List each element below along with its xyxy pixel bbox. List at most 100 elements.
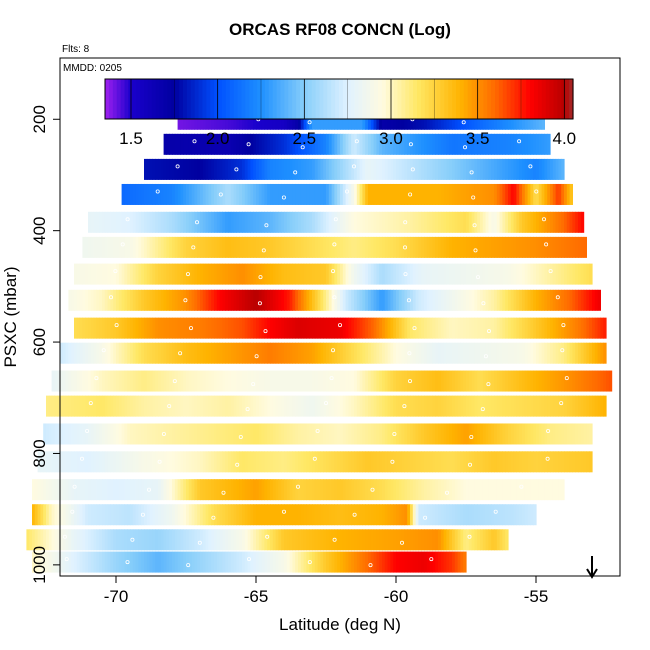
heat-cell (482, 342, 487, 364)
heat-cell (233, 289, 237, 311)
heat-cell (132, 479, 137, 501)
heat-cell (351, 395, 355, 417)
heat-cell (127, 236, 131, 258)
heat-cell (118, 317, 123, 339)
heat-cell (121, 342, 125, 364)
heat-cell (440, 370, 445, 392)
heat-cell (608, 370, 613, 392)
heat-cell (163, 289, 167, 311)
heat-cell (292, 263, 296, 285)
heat-cell (278, 289, 282, 311)
sample-marker (234, 167, 239, 172)
heat-cell (513, 183, 517, 205)
heat-cell (342, 529, 347, 551)
heat-cell (242, 423, 246, 445)
heat-cell (144, 211, 148, 233)
colorbar-cell (268, 79, 274, 119)
heat-cell (272, 289, 277, 311)
heat-cell (186, 211, 190, 233)
sample-marker (238, 434, 243, 439)
heat-cell (284, 133, 288, 155)
colorbar-cell (175, 79, 180, 119)
heat-cell (513, 158, 517, 180)
heat-cell (116, 317, 120, 339)
heat-cell (121, 370, 125, 392)
heat-cell (163, 236, 167, 258)
heat-cell (412, 263, 417, 285)
heat-cell (264, 133, 268, 155)
heat-cell (533, 317, 537, 339)
heat-cell (337, 263, 341, 285)
heat-cell (76, 289, 81, 311)
heat-cell (496, 479, 501, 501)
heat-cell (443, 551, 447, 573)
heat-cell (505, 479, 509, 501)
sample-marker (281, 195, 286, 200)
heat-cell (93, 236, 97, 258)
heat-cell (132, 423, 137, 445)
heat-cell (253, 423, 257, 445)
heat-cell (253, 133, 257, 155)
heat-cell (435, 529, 439, 551)
heat-cell (214, 236, 218, 258)
heat-cell (188, 263, 193, 285)
heat-cell (457, 158, 461, 180)
heat-cell (258, 551, 263, 573)
heat-cell (250, 370, 254, 392)
heat-cell (74, 504, 78, 526)
heat-cell (530, 504, 534, 526)
heat-cell (410, 133, 414, 155)
heat-cell (510, 263, 515, 285)
heat-cell (586, 451, 590, 473)
sample-marker (155, 189, 160, 194)
heat-cell (454, 158, 459, 180)
heat-cell (121, 263, 125, 285)
heat-cell (488, 451, 492, 473)
heat-cell (214, 289, 218, 311)
heat-cell (491, 451, 495, 473)
heat-cell (345, 451, 349, 473)
heat-cell (522, 451, 526, 473)
sample-marker (315, 428, 320, 433)
heat-cell (186, 289, 190, 311)
heat-cell (90, 370, 95, 392)
sample-marker (546, 428, 551, 433)
heat-cell (480, 423, 484, 445)
heat-cell (155, 211, 159, 233)
heat-cell (275, 529, 279, 551)
heat-cell (247, 479, 251, 501)
heat-cell (200, 395, 204, 417)
heat-cell (396, 183, 400, 205)
heat-cell (334, 370, 338, 392)
heat-cell (312, 395, 316, 417)
heat-cell (432, 211, 436, 233)
colorbar-cell (424, 79, 430, 119)
sample-marker (72, 484, 77, 489)
heat-cell (580, 370, 585, 392)
colorbar-cell (366, 79, 371, 119)
heat-cell (536, 236, 540, 258)
heat-cell (169, 370, 173, 392)
heat-cell (295, 551, 299, 573)
heat-cell (113, 551, 117, 573)
heat-cell (146, 551, 151, 573)
heat-cell (160, 158, 165, 180)
heat-cell (130, 479, 134, 501)
heat-cell (454, 236, 459, 258)
heat-cell (519, 158, 523, 180)
heat-cell (236, 504, 240, 526)
heat-cell (102, 263, 106, 285)
heat-cell (474, 529, 478, 551)
heat-cell (250, 289, 254, 311)
heat-cell (373, 289, 377, 311)
heat-cell (200, 158, 204, 180)
heat-cell (303, 236, 307, 258)
heat-cell (477, 211, 481, 233)
heat-cell (510, 317, 515, 339)
heat-cell (146, 529, 151, 551)
heat-cell (323, 158, 327, 180)
heat-cell (93, 479, 97, 501)
heat-cell (88, 289, 92, 311)
heat-cell (272, 263, 277, 285)
heat-cell (216, 289, 221, 311)
